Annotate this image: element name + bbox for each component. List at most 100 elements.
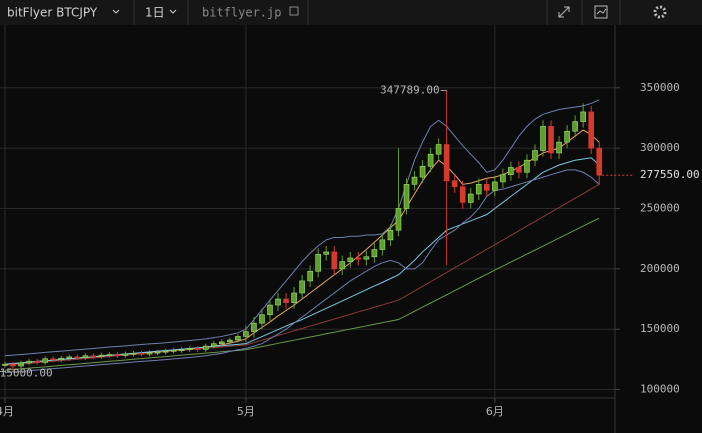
indicator-line <box>4 169 600 374</box>
candle-body <box>42 358 48 363</box>
x-tick-label: 6月 <box>486 405 504 418</box>
screenshot-icon <box>596 8 607 15</box>
candle-body <box>387 229 394 241</box>
candle-body <box>548 126 554 154</box>
candle-body <box>58 357 65 360</box>
dropdown-icon <box>169 9 177 14</box>
candle-body <box>26 360 32 364</box>
candle-body <box>540 126 546 151</box>
candle-body <box>130 353 137 355</box>
y-tick-label: 100000 <box>640 383 680 396</box>
screenshot-button[interactable] <box>594 5 608 19</box>
candle-body <box>2 363 8 366</box>
candle-body <box>186 348 193 351</box>
candle-body <box>347 257 354 262</box>
candle-body <box>66 356 73 359</box>
candle-body <box>500 174 506 183</box>
candle-body <box>371 249 378 258</box>
candle-body <box>106 354 113 356</box>
candle-body <box>138 353 145 355</box>
candle-body <box>331 251 338 270</box>
candle-body <box>395 208 402 231</box>
candle-body <box>524 159 530 173</box>
candle-body <box>379 239 386 250</box>
candle-body <box>411 176 418 185</box>
y-tick-label: 200000 <box>640 262 680 275</box>
candle-body <box>82 355 89 358</box>
candle-body <box>251 322 257 332</box>
candle-body <box>323 251 330 255</box>
candle-body <box>532 150 538 161</box>
candle-body <box>146 352 153 355</box>
candle-body <box>259 314 265 324</box>
candle-body <box>170 350 177 352</box>
candle-body <box>227 339 233 343</box>
candle-body <box>580 111 586 122</box>
candle-body <box>315 254 321 272</box>
candle-body <box>355 257 362 260</box>
y-tick-label: 300000 <box>640 141 680 154</box>
site-link[interactable]: bitflyer.jp <box>202 6 281 20</box>
max-label: 347789.00 <box>380 83 440 96</box>
candle-body <box>483 184 490 191</box>
candle-body <box>34 360 40 363</box>
candle-body <box>210 343 217 347</box>
candle-body <box>508 167 514 175</box>
candle-body <box>419 165 426 178</box>
candle-body <box>122 353 129 356</box>
candle-body <box>403 184 410 209</box>
candle-body <box>427 153 434 167</box>
candle-body <box>363 256 370 260</box>
candle-body <box>283 298 289 303</box>
candle-body <box>596 147 603 176</box>
candle-body <box>219 341 225 344</box>
interval-selector[interactable]: 1日 <box>145 6 165 20</box>
candle-body <box>572 121 578 132</box>
candle-body <box>459 186 466 203</box>
last-price-label: 277550.00 <box>640 168 700 181</box>
candle-body <box>307 270 313 282</box>
candle-body <box>556 141 562 154</box>
candle-body <box>299 280 305 294</box>
min-label: 115000.00 <box>0 366 53 379</box>
candle-body <box>74 356 81 359</box>
indicator-line <box>4 217 600 371</box>
candle-body <box>98 354 105 357</box>
candle-body <box>202 345 209 350</box>
dropdown-icon <box>112 9 120 14</box>
toolbar-bg <box>0 0 702 25</box>
candle-body <box>588 111 594 149</box>
candle-body <box>467 193 474 203</box>
settings-button[interactable] <box>653 5 667 19</box>
candle-body <box>275 298 281 306</box>
candle-body <box>435 144 442 155</box>
y-tick-label: 350000 <box>640 81 680 94</box>
candle-body <box>50 358 56 361</box>
candle-body <box>243 331 249 337</box>
candle-body <box>267 304 273 316</box>
settings-icon <box>658 10 662 14</box>
candle-body <box>443 144 450 182</box>
pair-selector[interactable]: bitFlyer BTCJPY <box>7 6 98 20</box>
y-tick-label: 150000 <box>640 322 680 335</box>
candle-body <box>516 167 522 173</box>
indicator-line <box>4 99 600 357</box>
x-tick-label: 5月 <box>237 405 255 418</box>
candle-body <box>10 363 16 367</box>
y-tick-label: 250000 <box>640 201 680 214</box>
candle-body <box>194 348 201 350</box>
candle-body <box>90 355 97 358</box>
candle-body <box>475 184 482 195</box>
candle-body <box>154 351 161 354</box>
candle-body <box>178 349 185 352</box>
x-tick-label: 4月 <box>0 405 14 418</box>
external-icon <box>289 6 299 16</box>
candle-body <box>492 181 498 191</box>
candle-body <box>291 292 297 303</box>
toolbar: bitFlyer BTCJPY 1日 bitflyer.jp <box>0 0 702 25</box>
candle-body <box>18 362 24 367</box>
fullscreen-button[interactable] <box>558 6 570 18</box>
candle-body <box>114 354 121 356</box>
